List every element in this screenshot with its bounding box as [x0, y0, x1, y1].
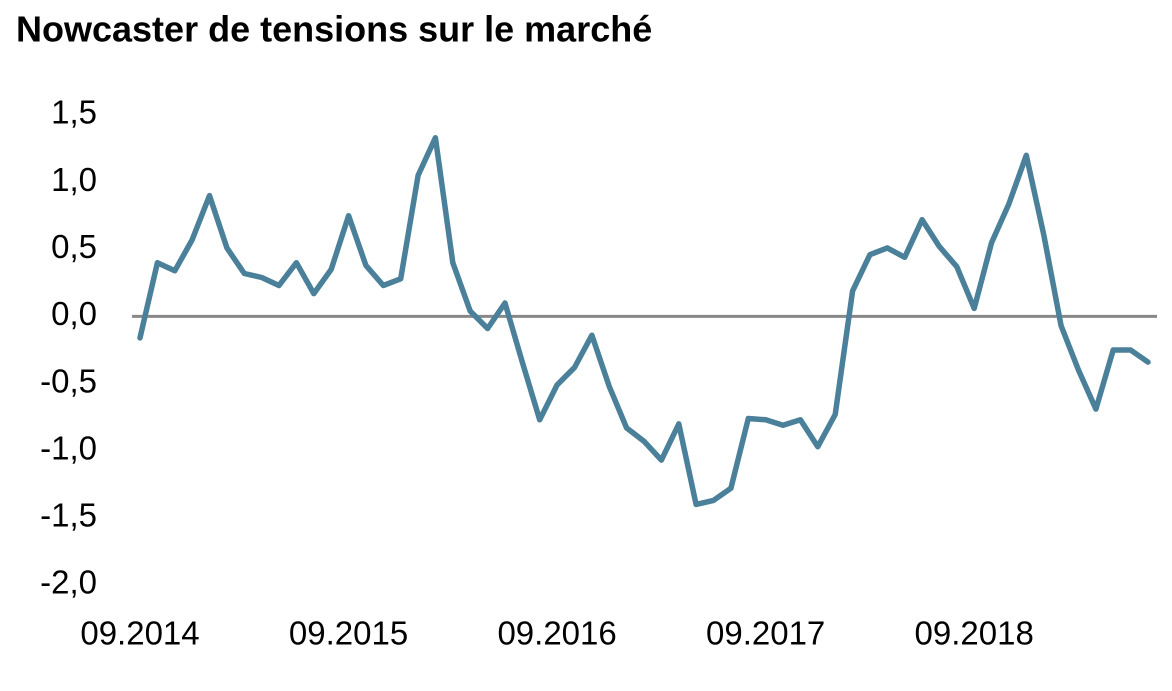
- x-tick-label: 09.2016: [497, 615, 616, 652]
- y-tick-label: -0,5: [40, 362, 97, 399]
- y-tick-label: -1,5: [40, 497, 97, 534]
- y-tick-label: -1,0: [40, 429, 97, 466]
- y-tick-label: -2,0: [40, 564, 97, 601]
- y-tick-label: 1,5: [51, 94, 97, 131]
- x-tick-label: 09.2017: [706, 615, 825, 652]
- x-tick-label: 09.2014: [80, 615, 199, 652]
- y-tick-label: 0,0: [51, 295, 97, 332]
- chart-title: Nowcaster de tensions sur le marché: [16, 9, 652, 50]
- x-tick-label: 09.2018: [915, 615, 1034, 652]
- y-tick-label: 0,5: [51, 228, 97, 265]
- y-tick-label: 1,0: [51, 161, 97, 198]
- x-tick-label: 09.2015: [289, 615, 408, 652]
- data-line: [137, 135, 1151, 508]
